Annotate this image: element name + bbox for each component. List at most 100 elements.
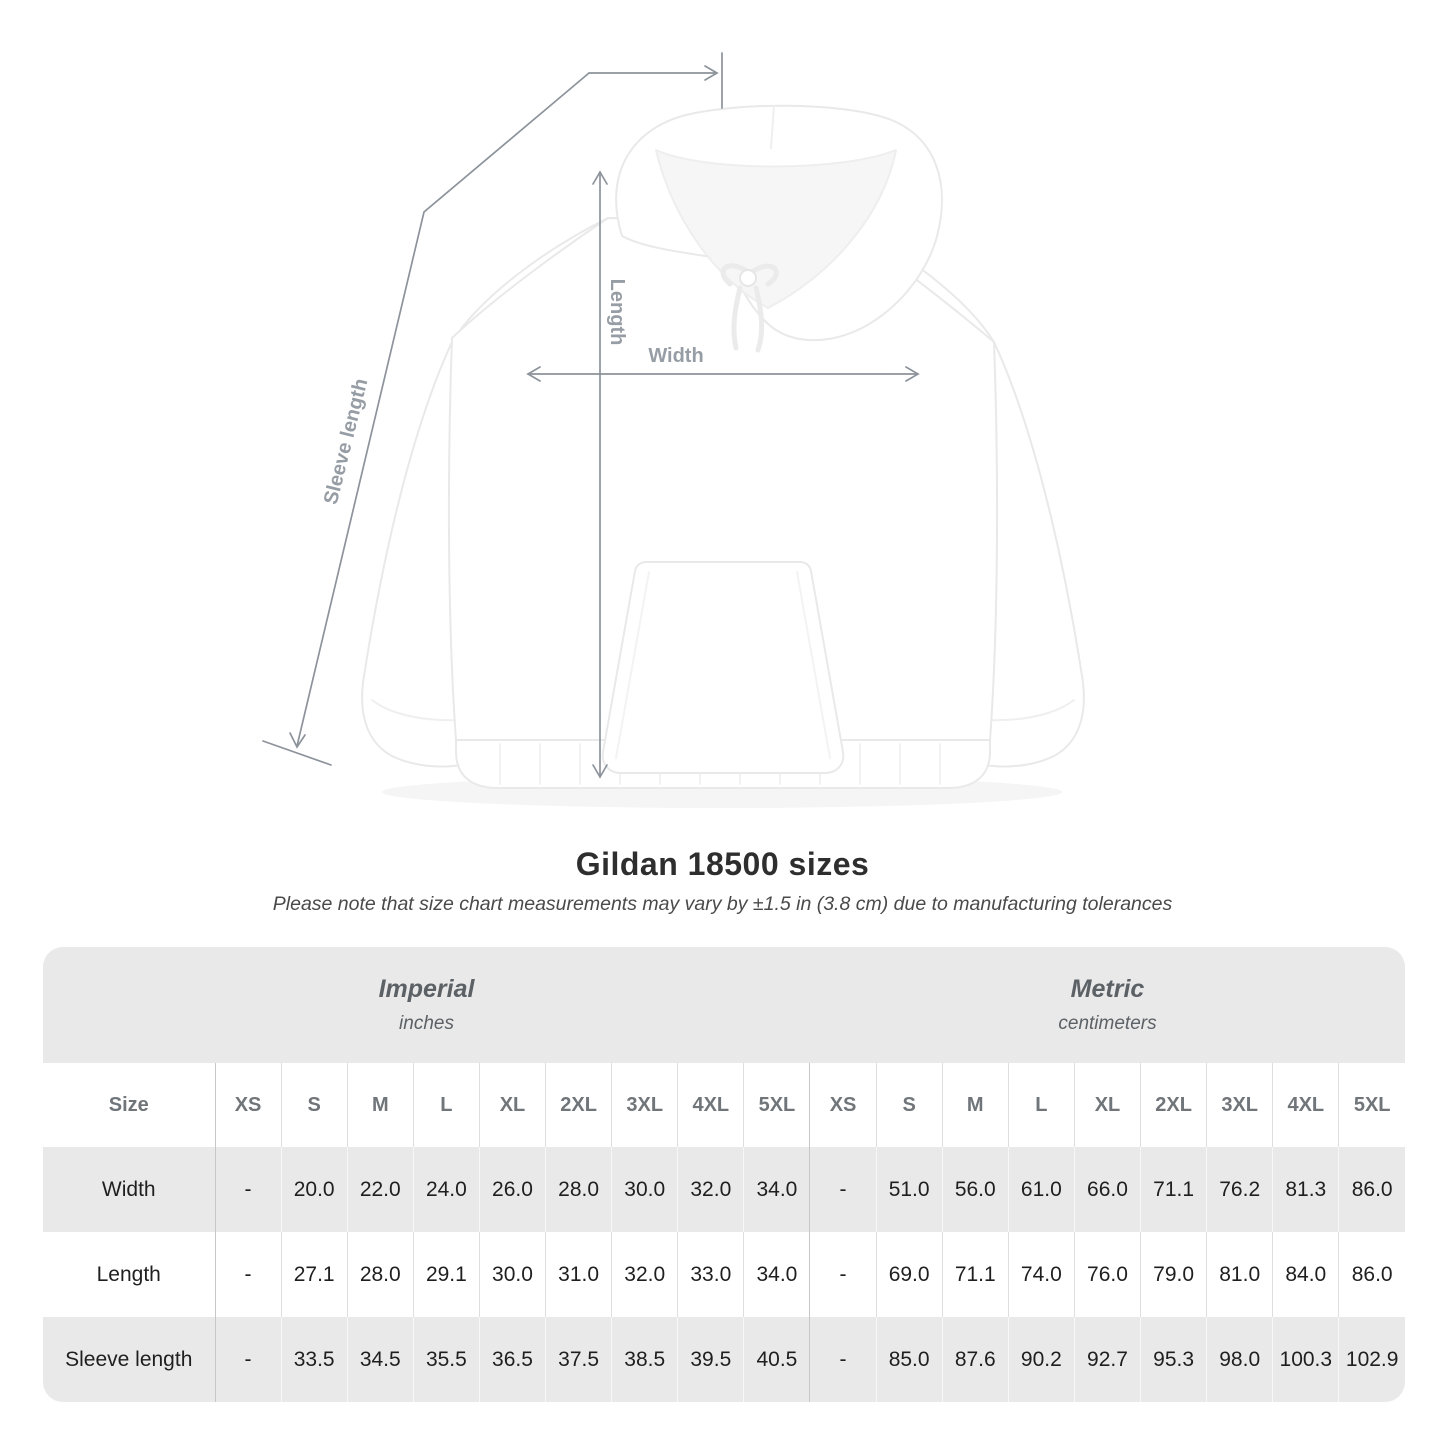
measurement-cell: 92.7 — [1073, 1317, 1141, 1402]
measurement-cell: 36.5 — [478, 1317, 546, 1402]
measurement-cell: 29.1 — [412, 1232, 480, 1317]
measurement-cell: 76.0 — [1073, 1232, 1141, 1317]
size-header-metric-xl: XL — [1073, 1063, 1141, 1147]
size-header-row: Size XS S M L XL 2XL 3XL 4XL 5XL XS S M L XL 2XL 3XL 4XL 5… — [43, 1063, 1405, 1147]
measurement-cell: 71.1 — [941, 1232, 1009, 1317]
measurement-cell: 32.0 — [677, 1147, 744, 1232]
imperial-title: Imperial — [378, 975, 475, 1003]
measurement-cell: 87.6 — [941, 1317, 1009, 1402]
measurement-cell: 30.0 — [478, 1232, 546, 1317]
metric-title: Metric — [1070, 975, 1145, 1003]
row-label: Length — [96, 1262, 161, 1286]
page-title: Gildan 18500 sizes — [575, 846, 870, 882]
measurement-cell: 34.0 — [743, 1232, 810, 1317]
measurement-cell: 76.2 — [1206, 1147, 1273, 1232]
size-header-metric-5xl: 5XL — [1338, 1063, 1405, 1147]
sleeve-measure-label: Sleeve length — [320, 376, 373, 506]
table-row-sleeve-length: Sleeve length -33.5 34.5 35.5 36.5 37.5 38.5 39… — [43, 1317, 1405, 1402]
measurement-cell: 81.3 — [1272, 1147, 1339, 1232]
row-label: Sleeve length — [65, 1347, 193, 1371]
unit-system-banner: Imperial inches Metric centimeters — [43, 947, 1405, 1063]
size-header-imperial-4xl: 4XL — [677, 1063, 744, 1147]
measurement-cell: 31.0 — [545, 1232, 612, 1317]
measurement-cell: - — [214, 1232, 282, 1317]
size-header-metric-3xl: 3XL — [1206, 1063, 1273, 1147]
size-table: Imperial inches Metric centimeters Size X… — [43, 947, 1405, 1402]
measurement-cell: 86.0 — [1338, 1147, 1405, 1232]
pocket — [601, 561, 845, 774]
measurement-cell: 95.3 — [1140, 1317, 1207, 1402]
measurement-cell: - — [809, 1232, 877, 1317]
measurement-cell: 98.0 — [1206, 1317, 1273, 1402]
measurement-cell: 90.2 — [1007, 1317, 1075, 1402]
metric-section-header: Metric centimeters — [810, 947, 1405, 1063]
measurement-cell: 81.0 — [1206, 1232, 1273, 1317]
table-row-length: Length -27.1 28.0 29.1 30.0 31.0 32.0 33.0 34.0-… — [43, 1232, 1405, 1317]
measurement-cell: 28.0 — [545, 1147, 612, 1232]
row-label: Width — [101, 1177, 156, 1201]
width-measure-label: Width — [648, 345, 703, 367]
measurement-cell: 32.0 — [611, 1232, 678, 1317]
measurement-cell: 56.0 — [941, 1147, 1009, 1232]
measurement-cell: 84.0 — [1272, 1232, 1339, 1317]
size-header-metric-m: M — [941, 1063, 1009, 1147]
size-header-metric-s: S — [875, 1063, 943, 1147]
measurement-cell: 37.5 — [545, 1317, 612, 1402]
measurement-cell: 28.0 — [346, 1232, 414, 1317]
drawstrings — [720, 263, 779, 353]
measurement-cell: 26.0 — [478, 1147, 546, 1232]
measurement-cell: 34.0 — [743, 1147, 810, 1232]
metric-unit: centimeters — [1058, 1013, 1157, 1034]
measurement-cell: 27.1 — [280, 1232, 348, 1317]
measurement-cell: 40.5 — [743, 1317, 810, 1402]
measurement-cell: 24.0 — [412, 1147, 480, 1232]
imperial-unit: inches — [399, 1013, 454, 1034]
measurement-cell: 33.5 — [280, 1317, 348, 1402]
size-header-imperial-m: M — [346, 1063, 414, 1147]
hoodie-diagram: Length Width Sleeve length — [262, 52, 1085, 789]
size-header-imperial-5xl: 5XL — [743, 1063, 810, 1147]
size-header-imperial-3xl: 3XL — [611, 1063, 678, 1147]
measurement-cell: 100.3 — [1272, 1317, 1339, 1402]
measurement-cell: 22.0 — [346, 1147, 414, 1232]
measurement-cell: - — [809, 1317, 877, 1402]
size-header-metric-l: L — [1007, 1063, 1075, 1147]
measurement-cell: 51.0 — [875, 1147, 943, 1232]
measurement-cell: 66.0 — [1073, 1147, 1141, 1232]
imperial-section-header: Imperial inches — [43, 947, 810, 1063]
measurement-cell: 35.5 — [412, 1317, 480, 1402]
size-header-metric-4xl: 4XL — [1272, 1063, 1339, 1147]
measurement-cell: 74.0 — [1007, 1232, 1075, 1317]
measurement-cell: - — [214, 1147, 282, 1232]
size-header-metric-2xl: 2XL — [1140, 1063, 1207, 1147]
measurement-cell: - — [214, 1317, 282, 1402]
measurement-cell: 33.0 — [677, 1232, 744, 1317]
measurement-cell: 85.0 — [875, 1317, 943, 1402]
size-header-imperial-xs: XS — [214, 1063, 282, 1147]
page-subtitle: Please note that size chart measurements… — [272, 893, 1173, 915]
measurement-lines — [262, 52, 920, 779]
measurement-cell: - — [809, 1147, 877, 1232]
size-grid: Size XS S M L XL 2XL 3XL 4XL 5XL XS S M L XL 2XL 3XL 4XL 5… — [43, 1063, 1405, 1402]
size-header-imperial-2xl: 2XL — [545, 1063, 612, 1147]
measurement-cell: 20.0 — [280, 1147, 348, 1232]
measurement-cell: 71.1 — [1140, 1147, 1207, 1232]
measurement-cell: 38.5 — [611, 1317, 678, 1402]
measurement-cell: 61.0 — [1007, 1147, 1075, 1232]
measurement-cell: 79.0 — [1140, 1232, 1207, 1317]
size-header-imperial-l: L — [412, 1063, 480, 1147]
measurement-cell: 86.0 — [1338, 1232, 1405, 1317]
measurement-cell: 69.0 — [875, 1232, 943, 1317]
table-row-width: Width -20.0 22.0 24.0 26.0 28.0 30.0 32.0 34.0-5… — [43, 1147, 1405, 1232]
measurement-cell: 30.0 — [611, 1147, 678, 1232]
measurement-cell: 34.5 — [346, 1317, 414, 1402]
measurement-cell: 39.5 — [677, 1317, 744, 1402]
size-column-title: Size — [108, 1093, 149, 1116]
hoodie-illustration — [361, 104, 1085, 789]
size-header-metric-xs: XS — [809, 1063, 877, 1147]
size-header-imperial-s: S — [280, 1063, 348, 1147]
length-measure-label: Length — [606, 279, 628, 346]
measurement-cell: 102.9 — [1338, 1317, 1405, 1402]
size-header-imperial-xl: XL — [478, 1063, 546, 1147]
